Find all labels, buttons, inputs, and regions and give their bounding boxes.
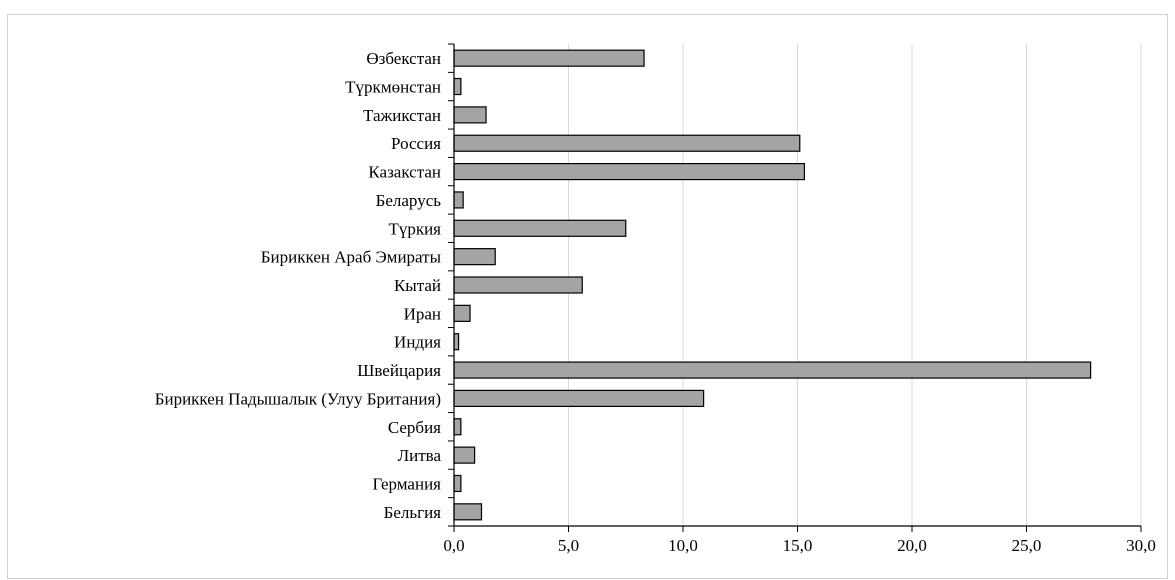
x-tick-label: 20,0: [897, 536, 927, 555]
x-tick-label: 25,0: [1012, 536, 1042, 555]
x-tick-label: 30,0: [1126, 536, 1156, 555]
bar: [453, 333, 460, 351]
category-label: Швейцария: [357, 361, 441, 380]
category-label: Иран: [404, 304, 441, 323]
category-label: Түркия: [388, 219, 441, 238]
x-tick-label: 5,0: [558, 536, 579, 555]
axes: [448, 43, 1142, 532]
x-tick-labels: 0,0 5,0 10,0 15,0 20,0 25,0 30,0: [443, 536, 1156, 555]
category-label: Бириккен Араб Эмираты: [261, 248, 442, 267]
x-tick-label: 15,0: [783, 536, 813, 555]
category-label: Бириккен Падышалык (Улуу Британия): [155, 389, 441, 408]
x-tick-label: 0,0: [443, 536, 464, 555]
bar: [453, 304, 471, 322]
category-label: Тажикстан: [363, 106, 441, 125]
bar: [453, 361, 1092, 379]
category-label: Россия: [391, 134, 441, 153]
category-label: Индия: [394, 333, 441, 352]
chart-frame: Өзбекстан Түркмөнстан Тажикстан Россия Казак…: [7, 14, 1168, 579]
bar-chart: Өзбекстан Түркмөнстан Тажикстан Россия Казак…: [155, 43, 1156, 555]
bar: [453, 191, 464, 209]
x-tick-label: 10,0: [668, 536, 698, 555]
bar: [453, 474, 462, 493]
bar: [453, 49, 645, 67]
category-label: Беларусь: [376, 191, 442, 210]
bar: [453, 389, 705, 408]
category-labels: Өзбекстан Түркмөнстан Тажикстан Россия Казак…: [155, 49, 442, 522]
category-label: Кытай: [394, 276, 441, 295]
bar: [453, 134, 801, 152]
category-label: Казакстан: [368, 163, 441, 182]
category-label: Германия: [372, 474, 441, 493]
category-label: Бельгия: [384, 503, 442, 522]
bars: [453, 49, 1092, 521]
bar: [453, 219, 627, 237]
bar: [453, 446, 476, 464]
category-label: Сербия: [388, 418, 441, 437]
bar: [453, 162, 805, 181]
bar: [453, 248, 496, 266]
bar: [453, 503, 483, 521]
gridlines: [568, 44, 1142, 526]
category-label: Өзбекстан: [366, 49, 441, 68]
bar: [453, 276, 583, 294]
category-label: Литва: [398, 446, 442, 465]
bar: [453, 418, 462, 436]
bar: [453, 77, 462, 96]
category-label: Түркмөнстан: [345, 78, 441, 97]
bar: [453, 106, 487, 124]
